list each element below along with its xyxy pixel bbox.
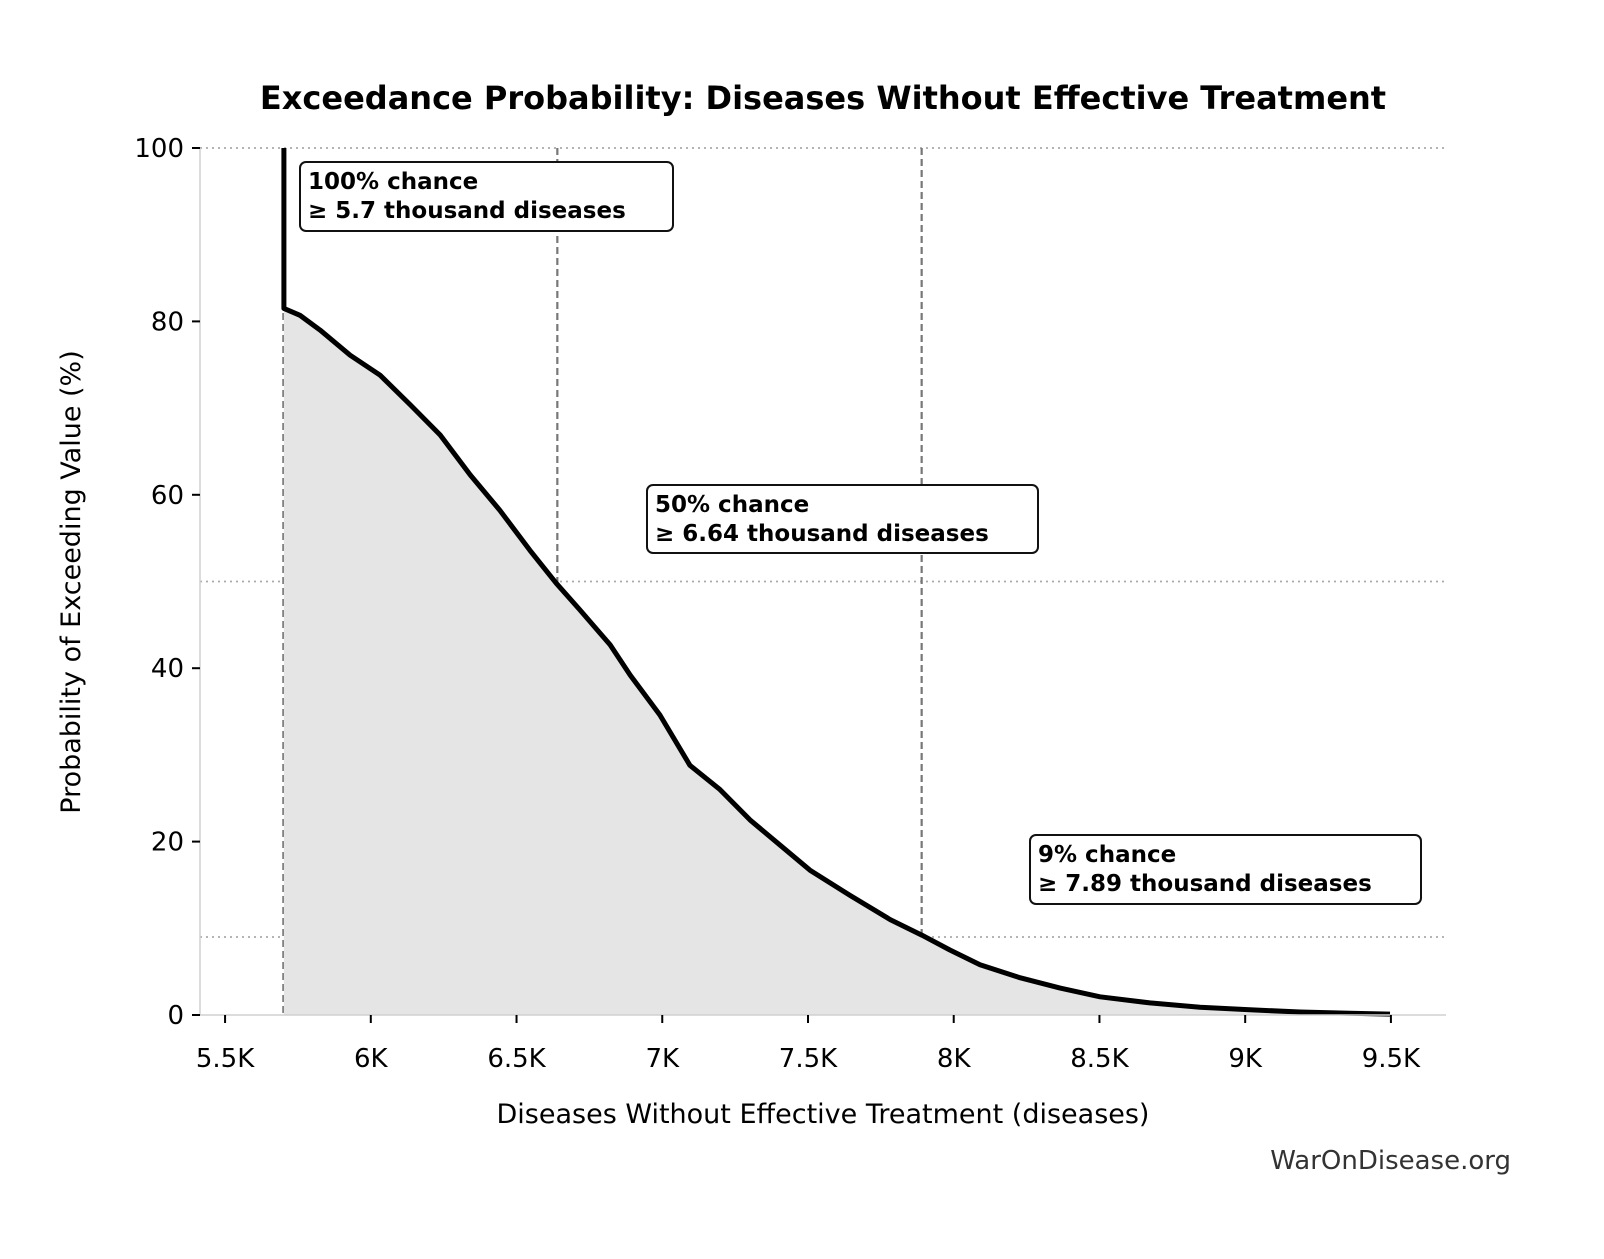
series-layer [281,148,1391,1017]
annotation-line-1: 50% chance [655,492,809,518]
annotation-line-2: ≥ 6.64 thousand diseases [655,521,989,547]
x-tick-label: 7.5K [779,1044,838,1074]
x-axis-label: Diseases Without Effective Treatment (di… [497,1099,1150,1130]
y-tick-label: 80 [151,307,184,337]
x-tick-label: 5.5K [196,1044,255,1074]
annotation-frame [1029,834,1422,905]
annotation-line-2: ≥ 7.89 thousand diseases [1038,871,1372,897]
y-tick-label: 0 [167,1001,184,1031]
annotation-box: 9% chance ≥ 7.89 thousand diseases [1029,834,1422,905]
x-tick-label: 9K [1228,1044,1263,1074]
area-fill [283,148,1390,1015]
y-axis-label: Probability of Exceeding Value (%) [56,350,87,813]
exceedance-curve [281,148,1391,1017]
annotation-line-2: ≥ 5.7 thousand diseases [308,198,626,224]
y-tick-label: 60 [151,481,184,511]
x-tick-label: 9.5K [1362,1044,1421,1074]
x-tick-label: 6.5K [487,1044,546,1074]
annotation-box: 50% chance ≥ 6.64 thousand diseases [646,484,1039,554]
x-tick-label: 6K [354,1044,389,1074]
annotation-frame [299,161,674,232]
chart-title: Exceedance Probability: Diseases Without… [260,79,1386,117]
axis-ticks: 5.5K 6K 6.5K 7K 7.5K 8K 8.5K 9K 9.5K 0 20 40 60 80 100 [134,134,1421,1074]
x-tick-label: 7K [645,1044,680,1074]
annotation-line-1: 9% chance [1038,842,1176,868]
y-tick-label: 100 [134,134,184,164]
annotation-box: 100% chance ≥ 5.7 thousand diseases [299,161,674,232]
x-tick-label: 8K [937,1044,972,1074]
y-tick-label: 20 [151,828,184,858]
watermark: WarOnDisease.org [1270,1146,1511,1176]
annotations: 100% chance ≥ 5.7 thousand diseases 50% ch… [299,161,1422,905]
annotation-line-1: 100% chance [308,169,478,195]
x-tick-label: 8.5K [1070,1044,1129,1074]
y-tick-label: 40 [151,654,184,684]
annotation-frame [646,484,1039,554]
